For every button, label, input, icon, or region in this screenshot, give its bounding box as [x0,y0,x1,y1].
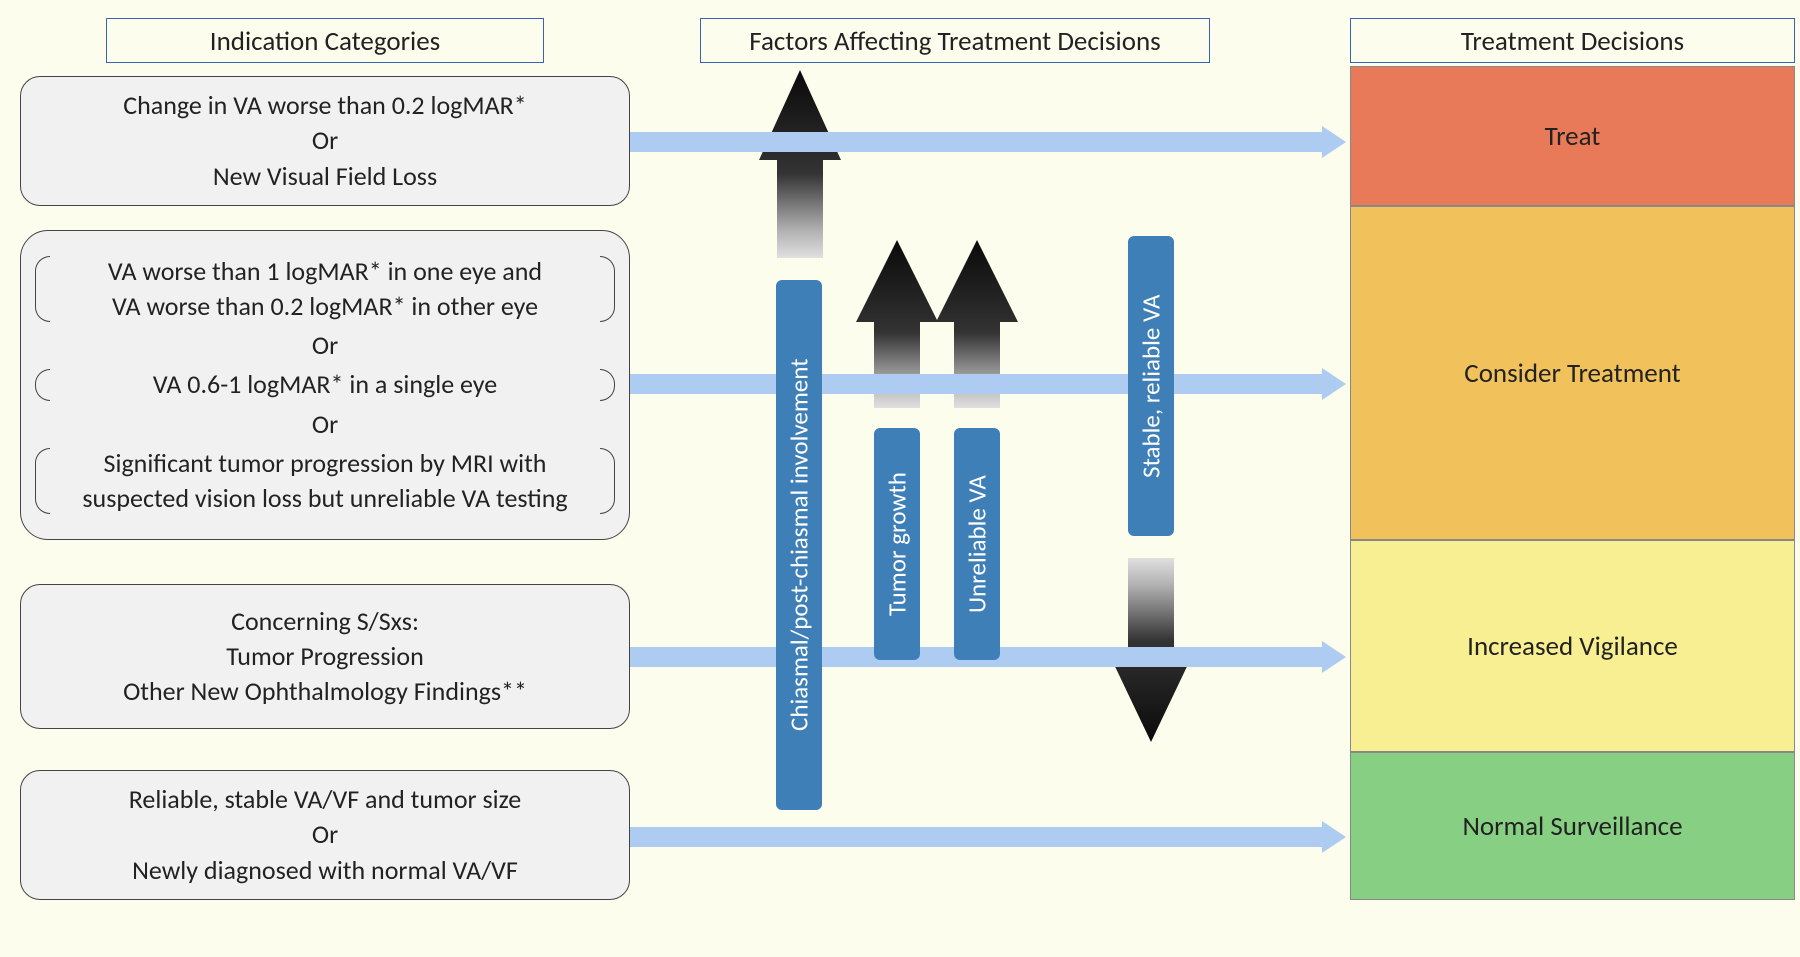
header-indication: Indication Categories [106,18,544,63]
treatment-treat: Treat [1350,66,1795,206]
header-decisions: Treatment Decisions [1350,18,1795,63]
indication-line: Significant tumor progression by MRI wit… [37,446,613,481]
indication-line: Concerning S/Sxs: [37,604,613,639]
treatment-vigilance: Increased Vigilance [1350,540,1795,752]
treatment-normal: Normal Surveillance [1350,752,1795,900]
indication-line: VA worse than 0.2 logMAR* in other eye [37,289,613,324]
indication-line: Other New Ophthalmology Findings** [37,674,613,709]
header-factors: Factors Affecting Treatment Decisions [700,18,1210,63]
indication-line: Change in VA worse than 0.2 logMAR* [37,88,613,123]
ind-1: Change in VA worse than 0.2 logMAR*OrNew… [20,76,630,206]
indication-line: VA worse than 1 logMAR* in one eye and [37,254,613,289]
indication-line: VA 0.6-1 logMAR* in a single eye [37,367,613,402]
pill-tumor: Tumor growth [874,428,920,660]
arrow-2 [630,374,1324,394]
pill-stable: Stable, reliable VA [1128,236,1174,536]
indication-line: New Visual Field Loss [37,159,613,194]
pill-chiasmal: Chiasmal/post-chiasmal involvement [776,280,822,810]
indication-line: Or [37,817,613,852]
indication-line: Tumor Progression [37,639,613,674]
indication-line: Or [37,407,613,442]
indication-line: Or [37,328,613,363]
indication-line: Newly diagnosed with normal VA/VF [37,853,613,888]
arrow-1 [630,132,1324,152]
ind-4: Reliable, stable VA/VF and tumor sizeOrN… [20,770,630,900]
pill-unrel: Unreliable VA [954,428,1000,660]
indication-line: Or [37,123,613,158]
arrow-4 [630,827,1324,847]
treatment-consider: Consider Treatment [1350,206,1795,540]
indication-line: Reliable, stable VA/VF and tumor size [37,782,613,817]
ba-1 [759,70,841,258]
indication-line: suspected vision loss but unreliable VA … [37,481,613,516]
ind-3: Concerning S/Sxs:Tumor ProgressionOther … [20,584,630,729]
ind-2: VA worse than 1 logMAR* in one eye andVA… [20,230,630,540]
